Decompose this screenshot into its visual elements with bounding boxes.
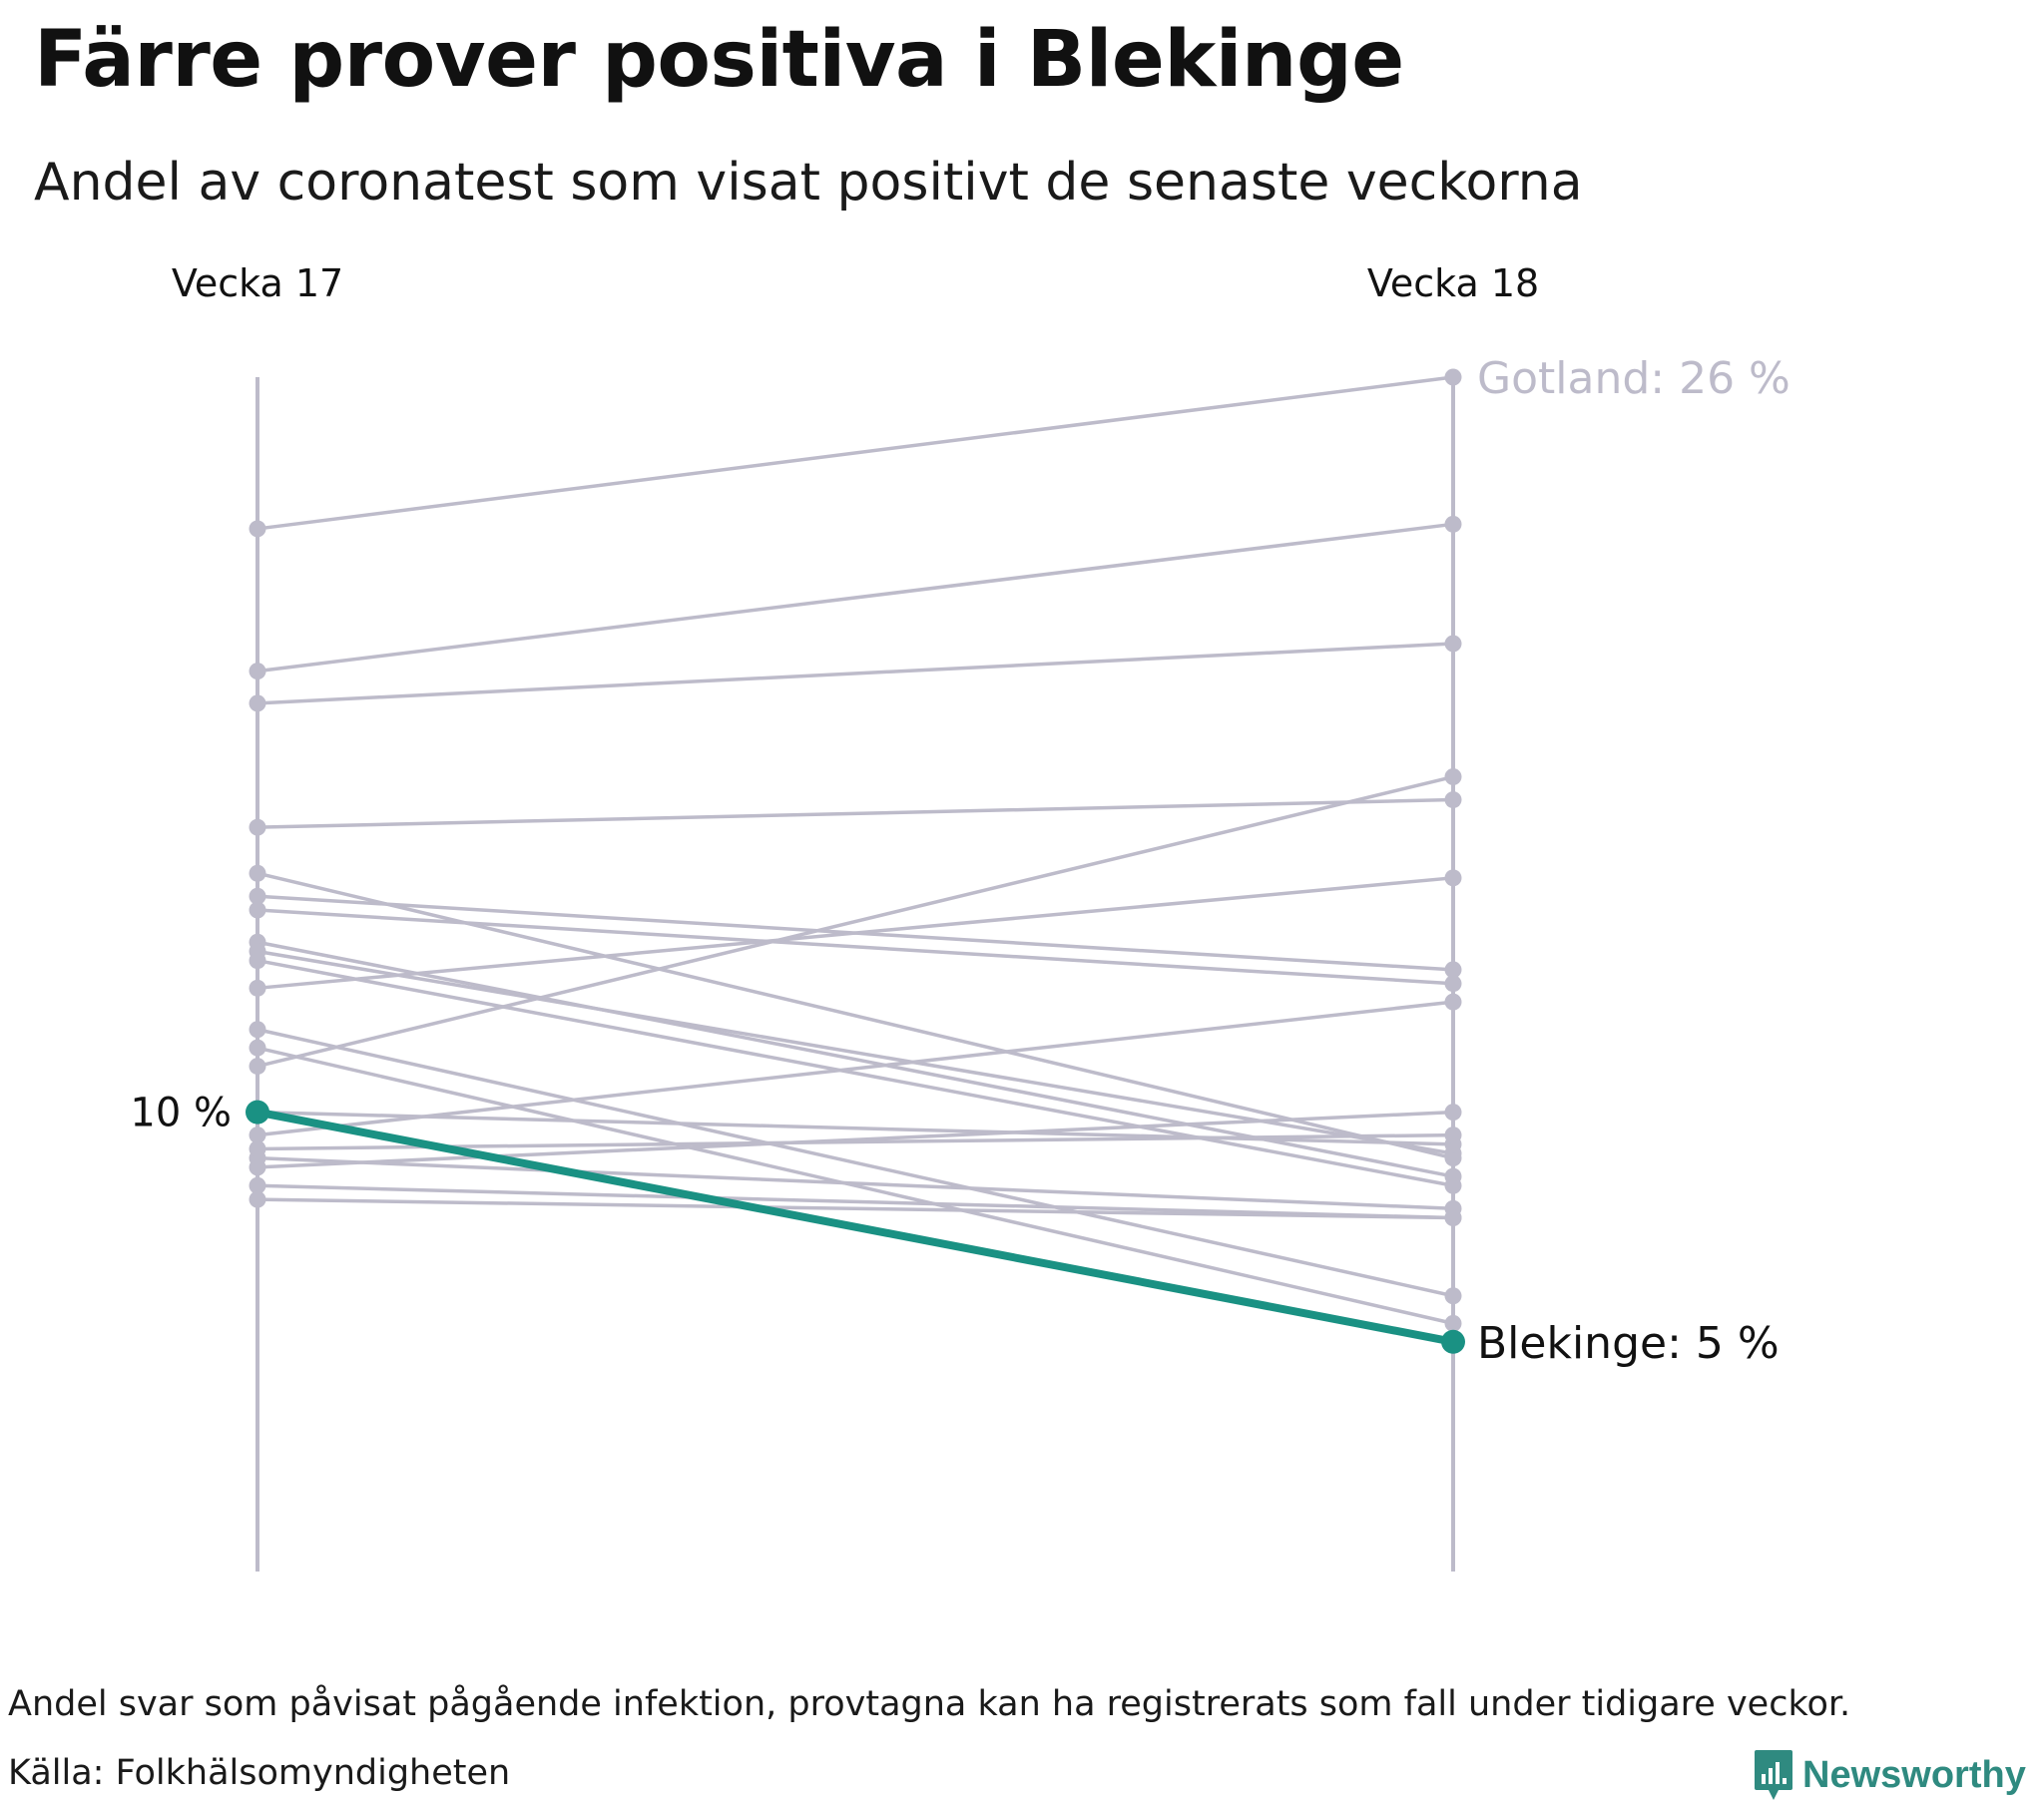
series-point-end-10 xyxy=(1444,869,1462,887)
chart-subtitle: Andel av coronatest som visat positivt d… xyxy=(34,153,1583,213)
series-point-end-3 xyxy=(1444,791,1462,809)
series-point-start-12 xyxy=(249,1039,266,1057)
series-point-start-15 xyxy=(249,1126,266,1144)
x-axis-label-vecka-18: Vecka 18 xyxy=(1367,261,1539,305)
series-layer xyxy=(249,368,1462,1332)
series-point-end-0 xyxy=(1444,368,1462,386)
series-line-10 xyxy=(256,876,1454,991)
series-point-end-17 xyxy=(1444,1104,1462,1122)
newsworthy-logo: Newsworthy xyxy=(1753,1748,2026,1802)
chart-title: Färre prover positiva i Blekinge xyxy=(34,15,1404,105)
series-line-6 xyxy=(256,908,1454,986)
series-line-16 xyxy=(256,1155,1454,1211)
series-line-1 xyxy=(256,522,1454,674)
series-point-start-18 xyxy=(249,1176,266,1194)
series-point-end-9 xyxy=(1444,1176,1462,1194)
series-point-end-19 xyxy=(1444,1209,1462,1227)
highlight-layer xyxy=(246,1100,1465,1354)
slope-chart: Vecka 17 Vecka 18 10 % Blekinge: 5 % Gotland… xyxy=(130,261,1790,1572)
highlight-point-start-blekinge xyxy=(246,1100,269,1125)
series-point-start-19 xyxy=(249,1190,266,1208)
series-line-0 xyxy=(256,375,1454,531)
series-point-end-6 xyxy=(1444,975,1462,993)
start-value-label-blekinge: 10 % xyxy=(130,1091,232,1136)
series-line-13 xyxy=(256,774,1454,1069)
axes-layer xyxy=(256,377,1455,1572)
series-line-17 xyxy=(256,1110,1454,1169)
highlight-line-blekinge xyxy=(256,1108,1454,1346)
series-line-8 xyxy=(256,949,1454,1155)
series-point-start-17 xyxy=(249,1158,266,1176)
end-label-gotland: Gotland: 26 % xyxy=(1477,353,1790,404)
series-line-2 xyxy=(256,642,1454,705)
series-point-start-10 xyxy=(249,979,266,997)
chart-footnote: Andel svar som påvisat pågående infektio… xyxy=(8,1684,1851,1724)
series-line-3 xyxy=(256,797,1454,829)
series-point-start-0 xyxy=(249,520,266,538)
series-point-end-2 xyxy=(1444,635,1462,653)
series-point-start-11 xyxy=(249,1021,266,1039)
series-point-start-9 xyxy=(249,952,266,970)
series-point-start-6 xyxy=(249,901,266,919)
series-point-end-20 xyxy=(1444,1126,1462,1144)
labels-layer: Vecka 17 Vecka 18 10 % Blekinge: 5 % Gotland… xyxy=(130,261,1790,1369)
x-axis-label-vecka-17: Vecka 17 xyxy=(172,261,343,305)
series-point-end-5 xyxy=(1444,961,1462,979)
series-line-12 xyxy=(256,1046,1454,1326)
series-point-start-3 xyxy=(249,818,266,836)
series-point-start-5 xyxy=(249,887,266,905)
series-point-start-2 xyxy=(249,694,266,712)
newsworthy-logo-text: Newsworthy xyxy=(1802,1753,2026,1796)
series-line-9 xyxy=(256,958,1454,1187)
series-line-19 xyxy=(256,1197,1454,1220)
series-point-end-12 xyxy=(1444,1314,1462,1332)
highlight-point-end-blekinge xyxy=(1441,1329,1465,1354)
series-point-end-15 xyxy=(1444,993,1462,1011)
series-point-start-20 xyxy=(249,1139,266,1157)
series-point-end-13 xyxy=(1444,768,1462,786)
series-point-start-13 xyxy=(249,1058,266,1076)
series-point-start-4 xyxy=(249,864,266,882)
series-line-11 xyxy=(256,1028,1454,1298)
end-label-blekinge: Blekinge: 5 % xyxy=(1477,1318,1780,1369)
newsworthy-logo-icon xyxy=(1755,1750,1792,1800)
series-line-18 xyxy=(256,1183,1454,1220)
series-point-end-1 xyxy=(1444,515,1462,533)
series-point-start-1 xyxy=(249,663,266,680)
series-point-end-11 xyxy=(1444,1287,1462,1305)
chart-source: Källa: Folkhälsomyndigheten xyxy=(8,1753,511,1793)
series-line-15 xyxy=(256,1000,1454,1137)
